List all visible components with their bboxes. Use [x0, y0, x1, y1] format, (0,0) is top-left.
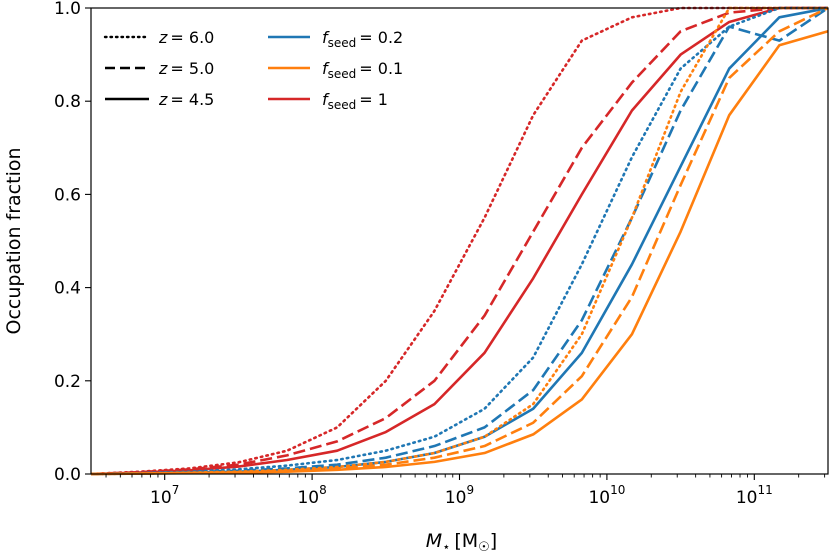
legend-entry-seed: fseed = 0.2 [268, 28, 403, 50]
legend-label-variable: z [158, 59, 168, 78]
x-tick-label-exponent: 7 [172, 483, 180, 497]
series-line-2 [91, 6, 828, 476]
legend-label-value: = 5.0 [170, 59, 214, 78]
legend-label-subscript: seed [328, 98, 357, 112]
x-tick-label-base: 10 [445, 488, 467, 508]
y-tick-label: 0.8 [54, 92, 81, 112]
x-tick-label: 109 [445, 483, 474, 508]
x-tick-label: 108 [297, 483, 326, 508]
legend-label-value: = 0.2 [359, 28, 403, 47]
x-tick-label-exponent: 11 [757, 483, 772, 497]
x-tick-label-base: 10 [736, 488, 758, 508]
legend-entry-redshift: z = 5.0 [105, 59, 214, 78]
series-layer [91, 6, 828, 476]
y-tick-label: 1.0 [54, 0, 81, 19]
legend-label-value: = 6.0 [170, 28, 214, 47]
x-tick-label: 1011 [736, 483, 773, 508]
x-tick-label-base: 10 [588, 488, 610, 508]
legend-label: fseed = 0.1 [322, 59, 403, 81]
legend-label: z = 4.5 [158, 90, 214, 109]
legend-label-subscript: seed [328, 67, 357, 81]
legend-label-variable: f [322, 28, 330, 47]
legend-label: fseed = 0.2 [322, 28, 403, 50]
series-line-3 [91, 6, 828, 476]
x-tick-label-exponent: 10 [610, 483, 625, 497]
x-axis-title: M⋆ [M☉] [426, 530, 497, 554]
series-line-6 [91, 6, 828, 476]
legend-label-subscript: seed [328, 36, 357, 50]
x-axis-title-units-open: [M [454, 530, 478, 552]
x-tick-label: 1010 [588, 483, 625, 508]
x-tick-label-exponent: 8 [319, 483, 327, 497]
legend-label-value: = 1 [359, 90, 388, 109]
y-tick-label: 0.4 [54, 279, 81, 299]
x-axis-title-subscript: ⋆ [442, 540, 450, 554]
y-axis-title: Occupation fraction [3, 147, 25, 334]
y-tick-label: 0.0 [54, 465, 81, 485]
legend-label-value: = 4.5 [170, 90, 214, 109]
y-tick-label: 0.6 [54, 185, 81, 205]
legend-label-variable: z [158, 90, 168, 109]
legend-entry-redshift: z = 4.5 [105, 90, 214, 109]
x-tick-label-base: 10 [297, 488, 319, 508]
x-axis-title-symbol: M [426, 530, 442, 552]
legend-label: z = 5.0 [158, 59, 214, 78]
legend-entry-redshift: z = 6.0 [103, 28, 214, 47]
series-line-8 [91, 29, 828, 476]
x-tick-label-exponent: 9 [467, 483, 475, 497]
legend-label: z = 6.0 [158, 28, 214, 47]
y-tick-label: 0.2 [54, 372, 81, 392]
x-tick-label-base: 10 [150, 488, 172, 508]
legend-label: fseed = 1 [322, 90, 388, 112]
x-axis-title-units-close: ] [490, 530, 497, 552]
legend-label-variable: z [158, 28, 168, 47]
legend-label-variable: f [322, 90, 330, 109]
series-line-1 [91, 6, 828, 476]
x-tick-label: 107 [150, 483, 179, 508]
legend-label-value: = 0.1 [359, 59, 403, 78]
x-axis-title-units-subscript: ☉ [478, 540, 490, 554]
legend-label-variable: f [322, 59, 330, 78]
legend-entry-seed: fseed = 1 [268, 90, 388, 112]
legend-entry-seed: fseed = 0.1 [268, 59, 403, 81]
